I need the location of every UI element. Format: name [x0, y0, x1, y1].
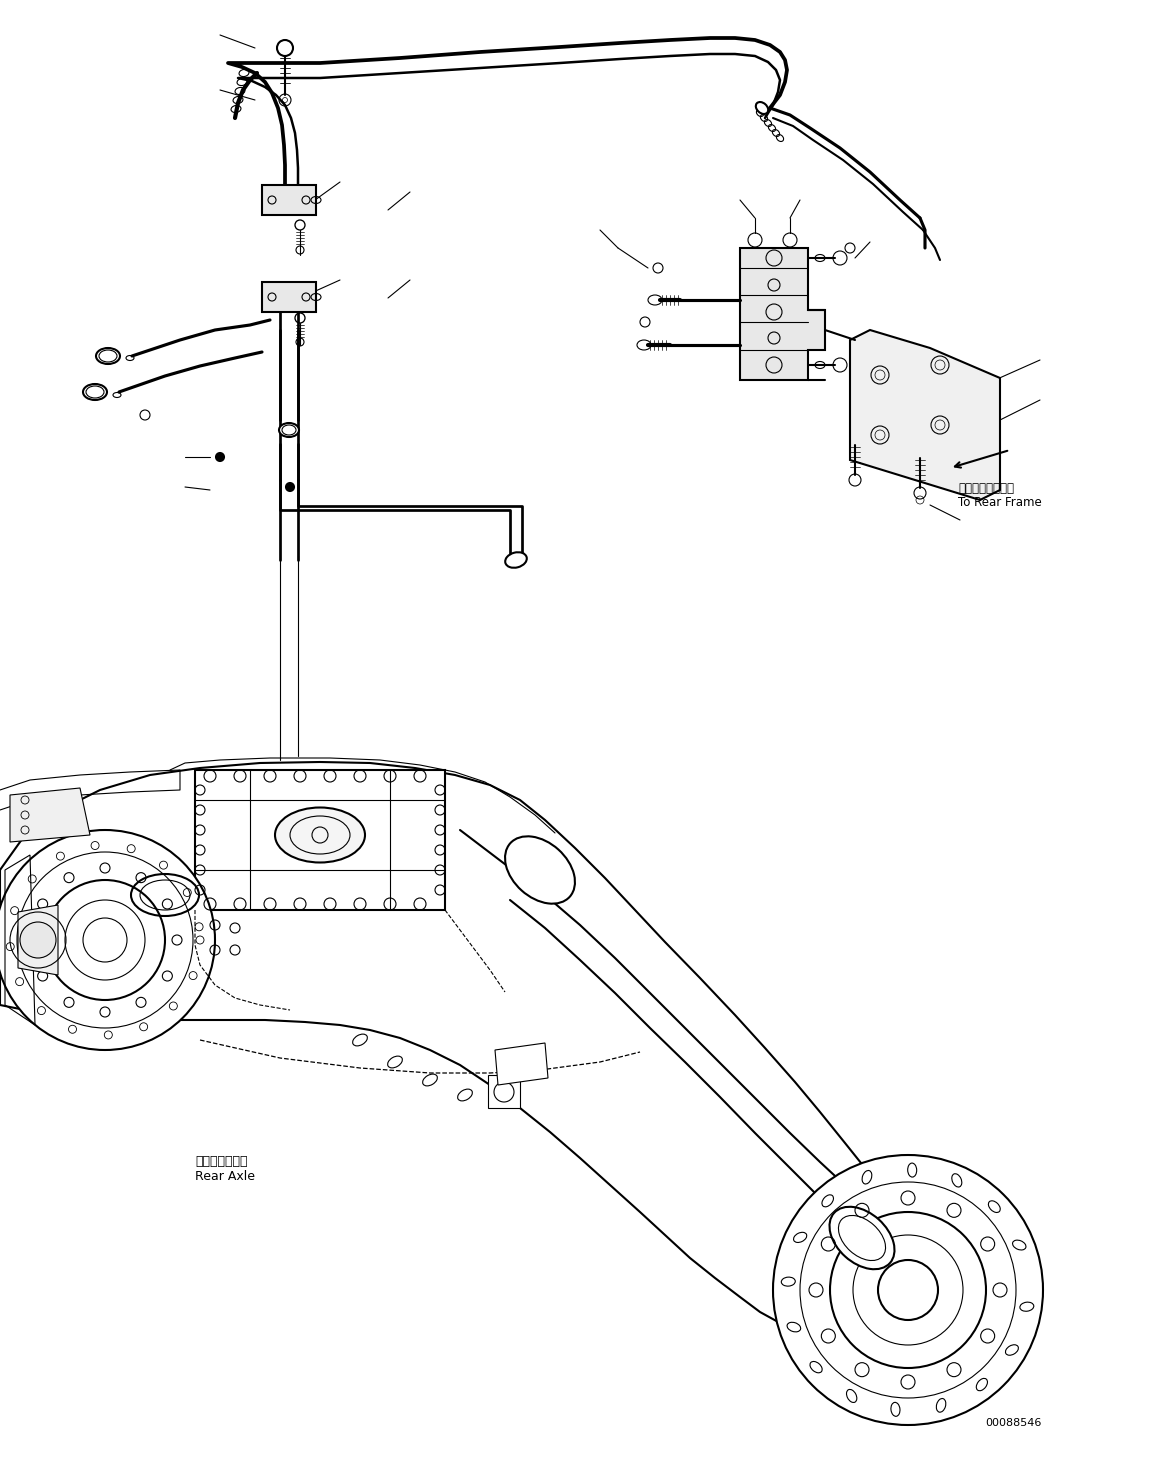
Ellipse shape [96, 348, 120, 364]
Polygon shape [18, 905, 58, 975]
Circle shape [286, 484, 295, 491]
Ellipse shape [280, 423, 299, 437]
Polygon shape [740, 248, 825, 380]
Ellipse shape [829, 1206, 894, 1269]
Polygon shape [195, 769, 445, 911]
Circle shape [773, 1155, 1043, 1425]
Text: リヤーフレームへ: リヤーフレームへ [957, 482, 1014, 495]
Circle shape [0, 830, 215, 1050]
Polygon shape [850, 329, 1000, 500]
Polygon shape [489, 1075, 520, 1107]
Ellipse shape [755, 102, 768, 114]
Ellipse shape [505, 552, 527, 568]
Polygon shape [10, 788, 90, 842]
Text: リヤーアクスル: リヤーアクスル [195, 1155, 247, 1169]
Text: To Rear Frame: To Rear Frame [957, 495, 1042, 508]
Ellipse shape [275, 807, 365, 863]
Polygon shape [495, 1043, 547, 1085]
Ellipse shape [83, 385, 107, 401]
Ellipse shape [505, 836, 575, 903]
Text: Rear Axle: Rear Axle [195, 1170, 255, 1183]
Circle shape [20, 922, 55, 959]
Polygon shape [262, 283, 316, 312]
Polygon shape [262, 185, 316, 216]
Text: 00088546: 00088546 [985, 1418, 1042, 1428]
Circle shape [216, 453, 224, 460]
